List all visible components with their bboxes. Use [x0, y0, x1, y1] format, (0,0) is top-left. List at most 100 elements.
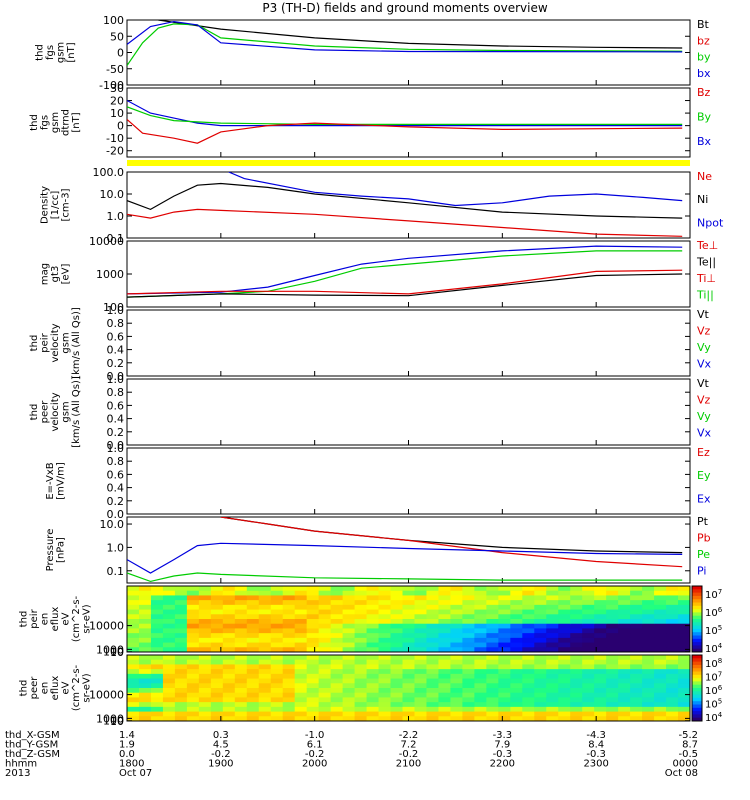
heatmap-cell [378, 619, 392, 625]
heatmap-cell [558, 637, 571, 644]
colorbar-cell-peir_eflux [692, 605, 702, 610]
heatmap-cell [522, 637, 535, 644]
heatmap-cell [642, 678, 655, 684]
heatmap-cell [546, 623, 559, 630]
ytick-label-peir_velocity: 0.0 [107, 370, 125, 383]
heatmap-cell [534, 669, 547, 675]
heatmap-cell [594, 619, 607, 625]
heatmap-cell [642, 673, 655, 680]
heatmap-cell [534, 628, 547, 634]
heatmap-cell [234, 586, 248, 592]
heatmap-cell [642, 586, 655, 592]
heatmap-cell [462, 683, 475, 689]
heatmap-cell [558, 609, 571, 615]
heatmap-cell [198, 595, 212, 601]
heatmap-cell [318, 604, 332, 611]
heatmap-cell [354, 586, 368, 592]
colorbar-cell-peer_eflux [692, 717, 702, 722]
heatmap-cell [390, 692, 404, 699]
heatmap-cell [462, 609, 475, 615]
heatmap-cell [642, 614, 655, 620]
heatmap-cell [318, 683, 332, 689]
heatmap-cell [450, 604, 464, 611]
heatmap-cell [282, 683, 296, 689]
heatmap-cell [162, 637, 176, 644]
ytick-label-peer_velocity: 0.2 [107, 426, 125, 439]
colorbar-cell-peer_eflux [692, 704, 702, 709]
time-value-2-3: 2000 [302, 759, 327, 770]
heatmap-cell [198, 623, 212, 630]
heatmap-cell [246, 716, 260, 721]
heatmap-cell [198, 609, 212, 615]
heatmap-cell [330, 655, 344, 661]
heatmap-cell [330, 716, 344, 721]
heatmap-cell [666, 688, 679, 694]
heatmap-cell [210, 595, 224, 601]
heatmap-cell [606, 716, 619, 721]
legend-efield-Ez: Ez [697, 446, 710, 459]
heatmap-cell [462, 619, 475, 625]
colorbar-cell-peer_eflux [692, 655, 702, 659]
heatmap-cell [162, 659, 176, 666]
heatmap-cell [390, 604, 404, 611]
heatmap-cell [450, 655, 464, 661]
heatmap-cell [462, 628, 475, 634]
ylabel-peer_eflux: peer [29, 676, 40, 700]
heatmap-cell [414, 706, 428, 713]
heatmap-cell [138, 604, 152, 611]
heatmap-cell [438, 609, 452, 615]
heatmap-cell [630, 637, 643, 644]
heatmap-cell [198, 716, 212, 721]
heatmap-cell [330, 692, 344, 699]
heatmap-cell [318, 697, 332, 703]
heatmap-cell [150, 600, 164, 606]
heatmap-cell [474, 655, 487, 661]
ytick-label-density: 100.0 [93, 166, 125, 179]
time-value-5-0: -4.3 [586, 730, 606, 741]
heatmap-cell [162, 619, 176, 625]
heatmap-cell [390, 619, 404, 625]
heatmap-cell [630, 595, 643, 601]
heatmap-cell [366, 655, 380, 661]
colorbar-frame-peer_eflux [691, 654, 703, 722]
heatmap-cell [546, 619, 559, 625]
heatmap-cell [222, 711, 236, 717]
heatmap-cell [642, 697, 655, 703]
legend-fgs_gse-Bt: Bt [697, 18, 710, 31]
heatmap-cell [246, 600, 260, 606]
colorbar-tick-peer_eflux: 104 [705, 711, 723, 724]
heatmap-cell [630, 647, 643, 652]
time-value-0-1: 1.9 [119, 740, 135, 751]
heatmap-cell [366, 678, 380, 684]
heatmap-cell [366, 619, 380, 625]
time-value-3-3: 2100 [396, 759, 421, 770]
heatmap-cell [630, 633, 643, 639]
heatmap-cell [678, 604, 690, 611]
heatmap-cell [486, 711, 499, 717]
legend-peer_velocity-Vy: Vy [697, 410, 711, 423]
heatmap-cell [198, 628, 212, 634]
heatmap-cell [570, 604, 583, 611]
heatmap-cell [282, 688, 296, 694]
heatmap-cell [186, 600, 200, 606]
heatmap-cell [510, 673, 523, 680]
heatmap-cell [258, 586, 272, 592]
heatmap-cell [150, 619, 164, 625]
heatmap-cell [186, 673, 200, 680]
heatmap-cell [462, 633, 475, 639]
heatmap-cell [546, 669, 559, 675]
ylabel-fgs_gse: fgs [45, 45, 56, 60]
heatmap-cell [306, 609, 320, 615]
series-pressure-Pe [127, 572, 683, 583]
heatmap-cell [186, 604, 200, 611]
heatmap-cell [258, 590, 272, 597]
heatmap-cell [378, 683, 392, 689]
ytick-label-fgs_gsm_dt: -10 [106, 132, 124, 145]
heatmap-cell [234, 590, 248, 597]
heatmap-cell [378, 595, 392, 601]
heatmap-cell [462, 600, 475, 606]
ylabel-fgs_gse: gsm [55, 42, 66, 63]
heatmap-cell [642, 642, 655, 648]
heatmap-cell [618, 655, 631, 661]
heatmap-cell [678, 706, 690, 713]
